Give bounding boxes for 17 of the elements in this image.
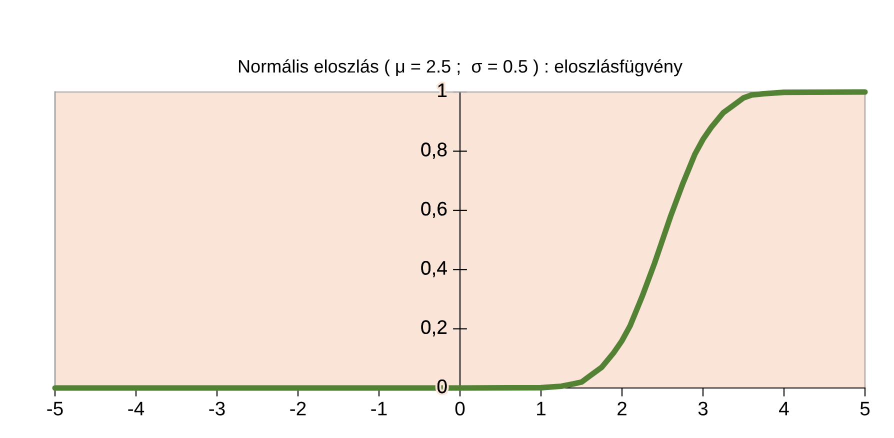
y-tick-label: 0,4 — [421, 261, 447, 278]
x-tick-label: -2 — [290, 402, 306, 416]
chart-title: Normális eloszlás ( μ = 2.5 ; σ = 0.5 ) : eloszlásfügvény — [238, 59, 682, 76]
y-tick-label: 0,2 — [421, 320, 447, 336]
x-tick-label: -1 — [371, 402, 387, 416]
x-tick-label: -3 — [209, 402, 225, 416]
x-tick-label: 0 — [455, 402, 465, 416]
x-tick-label: -5 — [47, 402, 63, 416]
x-tick-label: 5 — [860, 402, 870, 416]
y-tick-label: 0,8 — [421, 142, 447, 159]
x-tick-label: 2 — [618, 402, 626, 416]
x-tick-label: 3 — [698, 402, 708, 416]
x-tick-label: -4 — [128, 402, 144, 416]
x-tick-label: 4 — [779, 402, 789, 416]
y-tick-label: 0,6 — [421, 202, 447, 218]
y-tick-label: 1 — [438, 84, 447, 98]
x-tick-label: 1 — [537, 402, 546, 416]
